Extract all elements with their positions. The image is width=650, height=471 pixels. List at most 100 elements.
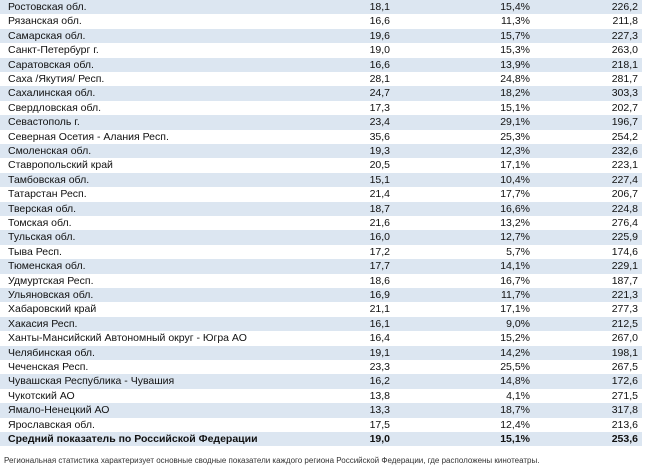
value-cell: 172,6 <box>611 375 638 388</box>
value-cell: 12,7% <box>500 231 530 244</box>
value-cell: 13,3 <box>369 404 390 417</box>
value-cell: 267,5 <box>611 361 638 373</box>
region-name: Хакасия Респ. <box>8 317 78 330</box>
region-name: Тамбовская обл. <box>8 173 90 186</box>
value-cell: 18,7% <box>500 404 530 417</box>
region-name: Рязанская обл. <box>8 15 82 28</box>
value-cell: 15,7% <box>500 29 530 42</box>
value-cell: 16,6% <box>500 202 530 215</box>
table-row: Ростовская обл. 18,1 15,4% 226,2 <box>0 0 642 15</box>
value-cell: 202,7 <box>611 101 638 114</box>
value-cell: 225,9 <box>611 231 638 244</box>
table-row: Ханты-Мансийский Автономный округ - Югра… <box>0 331 642 345</box>
value-cell: 16,1 <box>369 317 390 330</box>
value-cell: 15,2% <box>500 332 530 345</box>
value-cell: 13,2% <box>500 217 530 229</box>
region-name: Татарстан Респ. <box>8 188 87 201</box>
region-name: Тульская обл. <box>8 231 76 244</box>
value-cell: 317,8 <box>611 404 638 417</box>
value-cell: 11,7% <box>501 289 530 301</box>
table-row: Свердловская обл. 17,3 15,1% 202,7 <box>0 101 642 115</box>
value-cell: 232,6 <box>611 145 638 157</box>
value-cell: 21,6 <box>369 217 390 229</box>
region-name: Хабаровский край <box>8 303 97 316</box>
region-name: Чукотский АО <box>8 389 75 402</box>
value-cell: 211,8 <box>612 15 639 28</box>
table-row: Средний показатель по Российской Федерац… <box>0 432 642 447</box>
value-cell: 18,7 <box>369 202 390 215</box>
table-row: Севастополь г. 23,4 29,1% 196,7 <box>0 115 642 130</box>
value-cell: 10,4% <box>500 173 530 186</box>
region-name: Ростовская обл. <box>8 1 87 13</box>
value-cell: 12,3% <box>500 145 530 157</box>
value-cell: 14,8% <box>500 375 530 388</box>
value-cell: 17,5 <box>369 418 390 431</box>
value-cell: 23,3 <box>369 361 390 373</box>
footnote: Региональная статистика характеризует ос… <box>4 456 540 465</box>
region-name: Ямало-Ненецкий АО <box>8 404 110 417</box>
value-cell: 16,9 <box>369 289 390 301</box>
table-row: Тамбовская обл. 15,1 10,4% 227,4 <box>0 172 642 188</box>
region-name: Севастополь г. <box>8 116 80 129</box>
table-row: Удмуртская Респ. 18,6 16,7% 187,7 <box>0 274 642 288</box>
value-cell: 16,7% <box>500 274 530 287</box>
region-name: Тюменская обл. <box>8 260 86 273</box>
value-cell: 18,1 <box>369 1 390 13</box>
table-row: Ульяновская обл. 16,9 11,7% 221,3 <box>0 288 642 303</box>
value-cell: 21,4 <box>369 188 390 201</box>
value-cell: 19,6 <box>369 29 390 42</box>
table-row: Санкт-Петербург г. 19,0 15,3% 263,0 <box>0 43 642 57</box>
value-cell: 18,6 <box>369 274 390 287</box>
table-row: Рязанская обл. 16,6 11,3% 211,8 <box>0 14 642 28</box>
value-cell: 19,3 <box>369 145 390 157</box>
value-cell: 13,9% <box>500 58 530 71</box>
value-cell: 25,3% <box>500 130 530 143</box>
region-name: Ханты-Мансийский Автономный округ - Югра… <box>8 332 247 345</box>
value-cell: 17,3 <box>369 101 390 114</box>
region-name: Северная Осетия - Алания Респ. <box>8 130 169 143</box>
region-name: Томская обл. <box>8 217 72 229</box>
value-cell: 229,1 <box>611 260 638 273</box>
value-cell: 14,2% <box>500 346 530 359</box>
value-cell: 253,6 <box>611 433 638 445</box>
value-cell: 29,1% <box>500 116 530 129</box>
region-name: Челябинская обл. <box>8 346 95 359</box>
value-cell: 23,4 <box>369 116 390 129</box>
table-row: Тверская обл. 18,7 16,6% 224,8 <box>0 201 642 216</box>
region-name: Саха /Якутия/ Респ. <box>8 73 105 85</box>
table-row: Чукотский АО 13,8 4,1% 271,5 <box>0 389 642 403</box>
table-row: Саратовская обл. 16,6 13,9% 218,1 <box>0 57 642 72</box>
table-row: Ярославская обл. 17,5 12,4% 213,6 <box>0 418 642 432</box>
table-row: Тульская обл. 16,0 12,7% 225,9 <box>0 230 642 245</box>
value-cell: 281,7 <box>611 73 638 85</box>
value-cell: 12,4% <box>500 418 530 431</box>
value-cell: 19,0 <box>369 433 390 445</box>
value-cell: 15,3% <box>500 44 530 57</box>
table-row: Чеченская Респ. 23,3 25,5% 267,5 <box>0 360 642 374</box>
region-name: Удмуртская Респ. <box>8 274 94 287</box>
value-cell: 224,8 <box>611 202 638 215</box>
region-name: Тыва Респ. <box>8 245 62 258</box>
table-row: Сахалинская обл. 24,7 18,2% 303,3 <box>0 86 642 101</box>
region-name: Сахалинская обл. <box>8 87 96 100</box>
region-name: Свердловская обл. <box>8 101 102 114</box>
value-cell: 17,7 <box>369 260 390 273</box>
value-cell: 221,3 <box>611 289 638 301</box>
value-cell: 17,1% <box>500 303 530 316</box>
value-cell: 196,7 <box>611 116 638 129</box>
value-cell: 19,0 <box>369 44 390 57</box>
value-cell: 267,0 <box>611 332 638 345</box>
value-cell: 19,1 <box>369 346 390 359</box>
region-name: Чувашская Республика - Чувашия <box>8 375 175 388</box>
region-name: Чеченская Респ. <box>8 361 89 373</box>
value-cell: 21,1 <box>369 303 390 316</box>
value-cell: 16,6 <box>369 58 390 71</box>
region-name: Ставропольский край <box>8 159 113 172</box>
value-cell: 4,1% <box>506 389 530 402</box>
value-cell: 24,8% <box>500 73 530 85</box>
value-cell: 16,4 <box>369 332 390 345</box>
value-cell: 35,6 <box>369 130 390 143</box>
value-cell: 18,2% <box>500 87 530 100</box>
region-name: Смоленская обл. <box>8 145 92 157</box>
